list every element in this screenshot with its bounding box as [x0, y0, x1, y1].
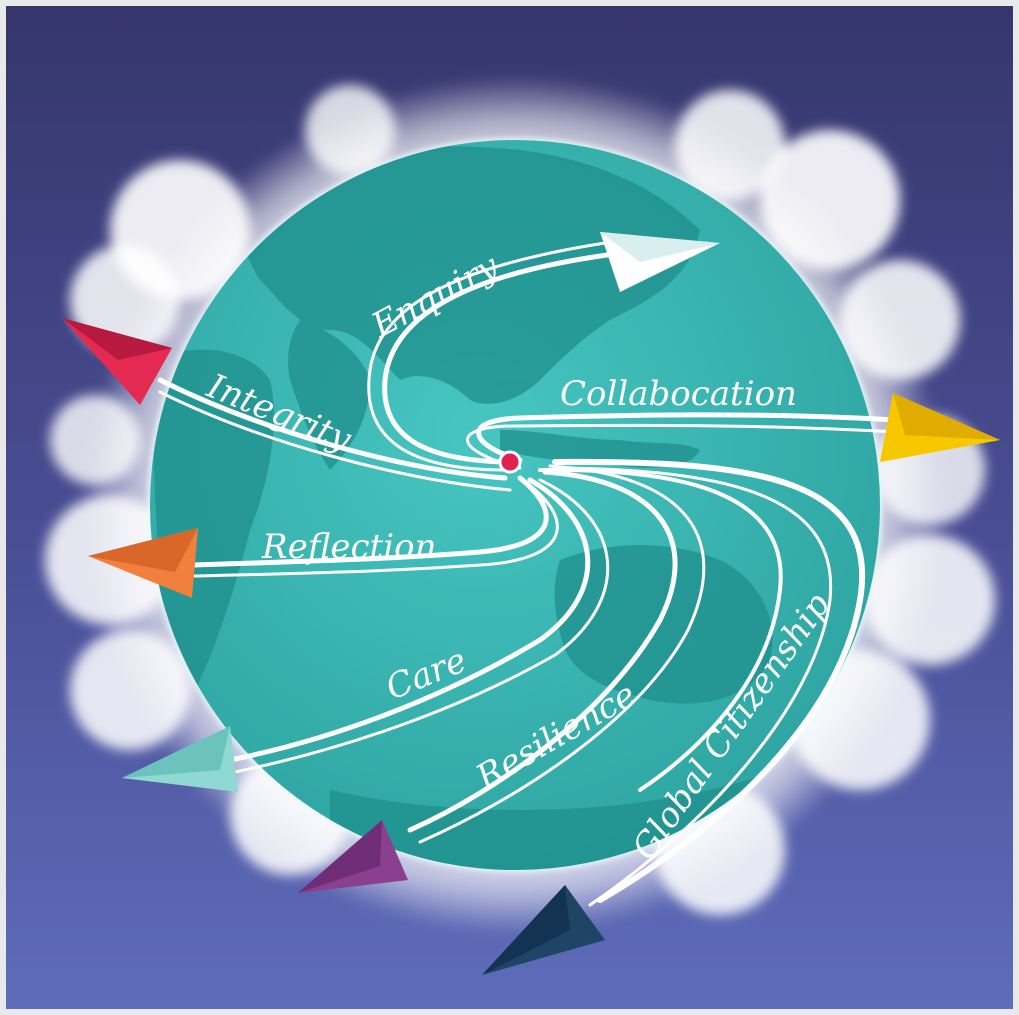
origin-dot: [498, 450, 522, 474]
label-reflection: Reflection: [261, 527, 436, 567]
paper-plane-icon: [62, 232, 1000, 975]
flight-trails: [157, 238, 898, 907]
label-collaboration: Collabocation: [560, 374, 797, 414]
